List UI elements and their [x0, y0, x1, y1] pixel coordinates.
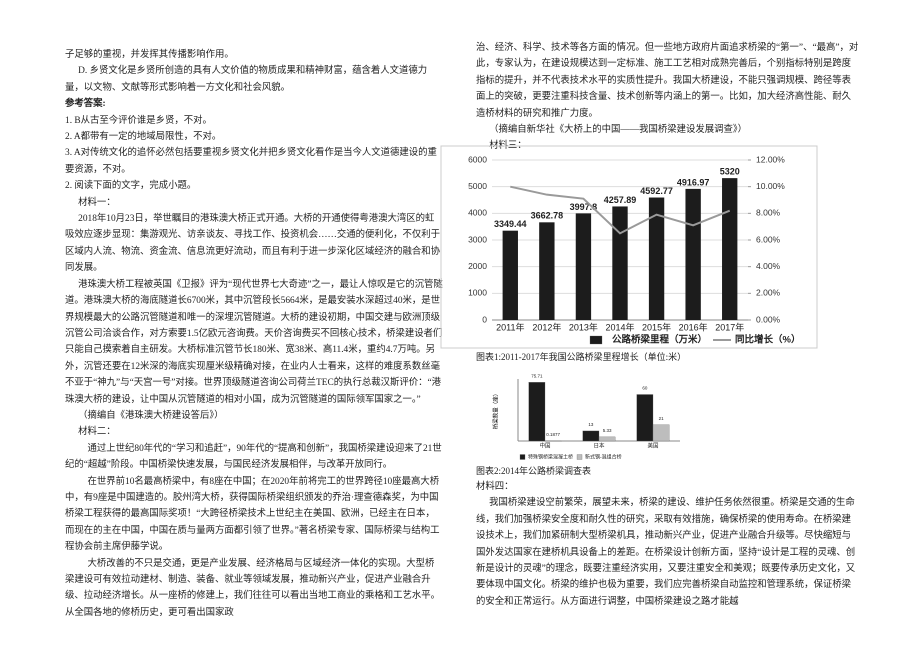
- data-label: 75.71: [531, 374, 543, 379]
- paragraph: 大桥改善的不只是交通，更是产业发展、经济格局与区域经济一体化的实现。大型桥梁建设…: [65, 558, 441, 618]
- caption: 图表2:2014年公路桥梁调查表: [476, 466, 592, 476]
- x-tick-label: 2015年: [642, 321, 671, 332]
- x-tick-label: 2016年: [679, 321, 708, 332]
- material-label: 材料二：: [78, 427, 116, 438]
- y-tick-label: 4000: [468, 208, 487, 218]
- data-label: 4916.97: [677, 177, 710, 187]
- caption: 图表1:2011-2017年我国公路桥梁里程增长（单位:米）: [476, 352, 687, 362]
- y-axis-label: 桥梁数量（座）: [491, 391, 499, 430]
- left-column: 子足够的重视，并发挥其传播影响作用。 D. 乡贤文化是乡贤所创造的具有人文价值的…: [65, 47, 443, 621]
- chart: 0 1000 2000 3000 4000 5000 6000 0.00% 2.00% 4.00%…: [440, 145, 818, 349]
- legend-label: 特殊钢桥梁混凝土桥: [528, 453, 573, 460]
- data-label: 5.33: [603, 428, 612, 433]
- paragraph: 港珠澳大桥工程被英国《卫报》评为“现代世界七大奇迹”之一，最让人惊叹是它的沉管隧…: [65, 279, 443, 405]
- legend-swatch: [589, 335, 603, 345]
- bar: [652, 424, 670, 442]
- bar: [612, 206, 628, 320]
- y-tick-label: 5000: [468, 181, 487, 191]
- answer: 1. B从古至今评价谁是乡贤，不对。: [65, 115, 212, 126]
- x-tick-label: 2011年: [496, 321, 524, 332]
- answer-heading: 参考答案:: [65, 99, 106, 110]
- source: （摘编自新华社《大桥上的中国——我国桥梁建设发展调查》）: [489, 125, 747, 136]
- material-label: 材料四：: [476, 482, 514, 492]
- paragraph: 子足够的重视，并发挥其传播影响作用。: [65, 50, 234, 60]
- right-column-top: 治、经济、科学、技术等各方面的情况。但一些地方政府片面追求桥梁的“第一”、“最高…: [476, 40, 860, 155]
- y-tick-label: 1000: [468, 288, 487, 298]
- y-tick-label: 0: [482, 314, 487, 324]
- data-label: 4257.89: [604, 195, 637, 205]
- legend-label: 同比增长（%）: [735, 334, 800, 346]
- data-label: 3662.78: [531, 211, 564, 221]
- data-label: 4592.77: [640, 186, 673, 196]
- chart-frame: [440, 145, 818, 349]
- y2-tick-label: 4.00%: [756, 261, 781, 271]
- y2-tick-label: 12.00%: [756, 154, 785, 164]
- source: （摘编自《港珠澳大桥建设答后》）: [78, 410, 224, 421]
- x-tick-label: 2013年: [569, 321, 598, 332]
- y2-tick-label: 8.00%: [756, 208, 781, 218]
- paragraph: 在世界前10名最高桥梁中，有8座在中国；在2020年前将完工的世界跨径10座最高…: [65, 476, 440, 553]
- chart: 桥梁数量（座） 中国 75.71 0.1877 日本 13 5.33 美国 60 21 特殊钢桥梁混…: [491, 374, 680, 460]
- bar: [582, 430, 600, 442]
- data-label: 3349.44: [494, 219, 527, 229]
- legend-swatch: [576, 454, 583, 460]
- data-label: 21: [659, 416, 665, 421]
- bar: [539, 222, 555, 320]
- x-tick-label: 2014年: [605, 321, 634, 332]
- bar: [636, 394, 654, 442]
- bar: [722, 178, 738, 320]
- bar: [685, 188, 701, 320]
- bar: [528, 382, 546, 442]
- x-tick-label: 中国: [539, 441, 551, 449]
- paragraph: 通过上世纪80年代的“学习和追赶”，90年代的“提高和创新”，我国桥梁建设迎来了…: [65, 443, 442, 471]
- y2-tick-label: 2.00%: [756, 288, 781, 298]
- legend-swatch: [519, 454, 526, 460]
- answer: 3. A对传统文化的追怀必然包括要重视乡贤文化并把乡贤文化看作是当今人文道德建设…: [65, 148, 437, 175]
- bar: [575, 213, 592, 320]
- x-tick-label: 美国: [647, 441, 659, 449]
- paragraph: 治、经济、科学、技术等各方面的情况。但一些地方政府片面追求桥梁的“第一”、“最高…: [476, 43, 859, 119]
- x-tick-label: 日本: [593, 441, 605, 449]
- y-tick-label: 2000: [468, 261, 487, 271]
- y2-tick-label: 0.00%: [756, 314, 781, 324]
- data-label: 5320: [720, 167, 740, 177]
- data-label: 0.1877: [546, 432, 560, 437]
- right-column-bottom: 材料四： 我国桥梁建设空前繁荣，展望未来，桥梁的建设、维护任务依然很重。桥梁是交…: [476, 479, 860, 610]
- answer: 2. A都带有一定的地域局限性，不对。: [65, 132, 222, 143]
- data-label: 3997.8: [570, 202, 598, 212]
- line: [510, 185, 731, 235]
- paragraph: 我国桥梁建设空前繁荣，展望未来，桥梁的建设、维护任务依然很重。桥梁是交通的生命线…: [476, 498, 856, 607]
- material-label: 材料一：: [78, 197, 116, 208]
- paragraph: 2018年10月23日，举世瞩目的港珠澳大桥正式开通。大桥的开通使得粤港澳大湾区…: [65, 214, 441, 274]
- data-label: 13: [588, 422, 594, 427]
- x-tick-label: 2012年: [532, 321, 561, 332]
- bar: [544, 440, 562, 442]
- legend-label: 新式钢-混组合桥: [585, 453, 622, 460]
- legend-label: 公路桥梁里程（万米）: [612, 334, 707, 346]
- bar: [598, 436, 616, 442]
- y2-tick-label: 10.00%: [756, 181, 785, 191]
- data-label: 60: [642, 386, 648, 391]
- y-tick-label: 3000: [468, 234, 487, 244]
- question: 2. 阅读下面的文字，完成小题。: [65, 181, 197, 192]
- bar: [648, 197, 665, 320]
- bar: [502, 230, 518, 320]
- paragraph: D. 乡贤文化是乡贤所创造的具有人文价值的物质成果和精神财富，蕴含着人文道德力量…: [65, 66, 428, 93]
- y2-tick-label: 6.00%: [756, 234, 781, 244]
- x-tick-label: 2017年: [715, 321, 744, 332]
- y-tick-label: 6000: [468, 154, 487, 164]
